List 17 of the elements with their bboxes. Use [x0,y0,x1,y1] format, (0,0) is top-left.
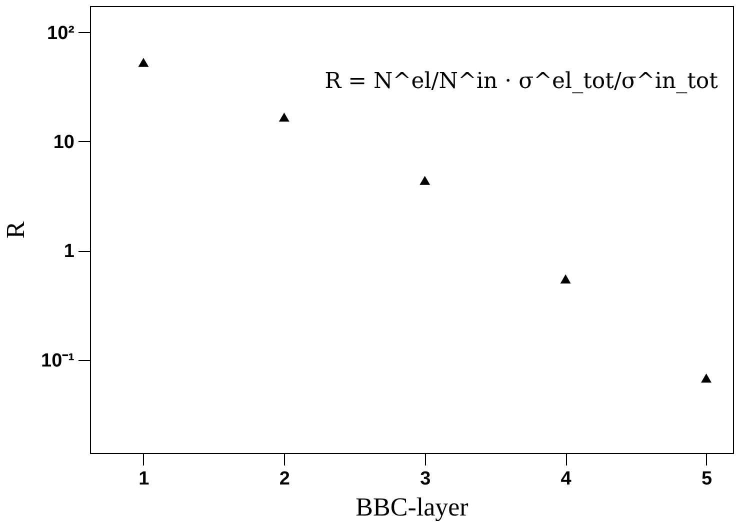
x-tick-label: 1 [138,468,150,490]
x-tick-label: 3 [420,468,431,490]
x-tick-label: 4 [560,468,572,490]
point [278,112,290,122]
y-axis-title: R [1,220,30,239]
point [420,176,430,185]
point [560,274,571,284]
y-tick-label: 10⁻¹ [41,350,74,372]
y-tick-label: 10² [47,22,74,44]
point [701,374,712,383]
x-axis-title: BBC-layer [356,492,469,522]
y-tick-label: 1 [64,241,75,262]
point [138,58,149,67]
x-tick-label: 2 [279,468,290,490]
x-tick-label: 5 [701,468,712,490]
y-tick-label: 10 [53,132,74,153]
annotation: R = N^el/N^in · σ^el_tot/σ^in_tot [324,69,718,94]
